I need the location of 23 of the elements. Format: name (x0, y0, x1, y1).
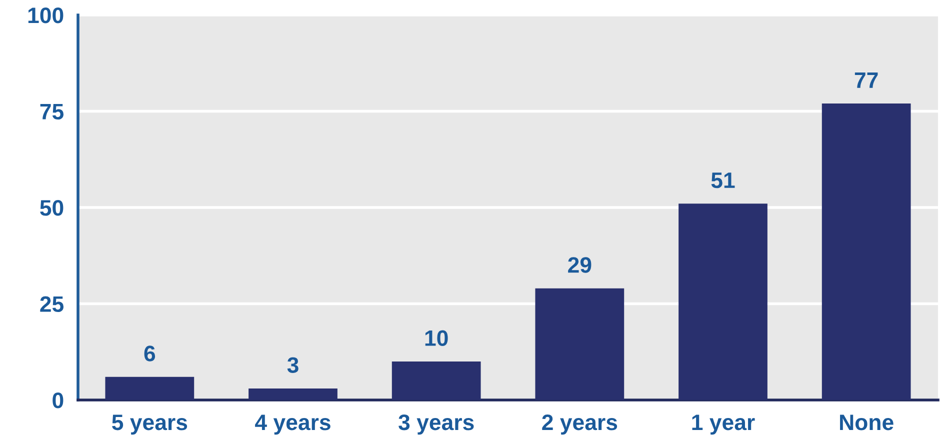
bar (822, 104, 911, 400)
bar (248, 388, 338, 400)
x-tick-label: 5 years (112, 414, 188, 435)
bar (105, 376, 194, 400)
y-tick-label: 75 (40, 104, 64, 120)
data-label: 6 (144, 346, 156, 362)
x-tick-label: 1 year (692, 414, 755, 435)
bar (678, 204, 768, 400)
data-label: 29 (568, 257, 592, 273)
data-label: 51 (711, 172, 735, 188)
x-tick-label: 2 years (542, 414, 618, 435)
x-tick-label: None (840, 414, 894, 430)
y-tick-label: 100 (28, 8, 64, 24)
data-label: 3 (287, 357, 298, 373)
data-label: 77 (854, 72, 878, 88)
bar (535, 288, 624, 400)
x-tick-label: 4 years (255, 414, 330, 435)
bar (392, 362, 481, 400)
y-tick-label: 25 (40, 296, 64, 312)
data-label: 10 (425, 330, 448, 346)
x-tick-label: 3 years (398, 414, 474, 435)
y-tick-label: 50 (40, 200, 64, 216)
y-tick-label: 0 (52, 392, 64, 408)
